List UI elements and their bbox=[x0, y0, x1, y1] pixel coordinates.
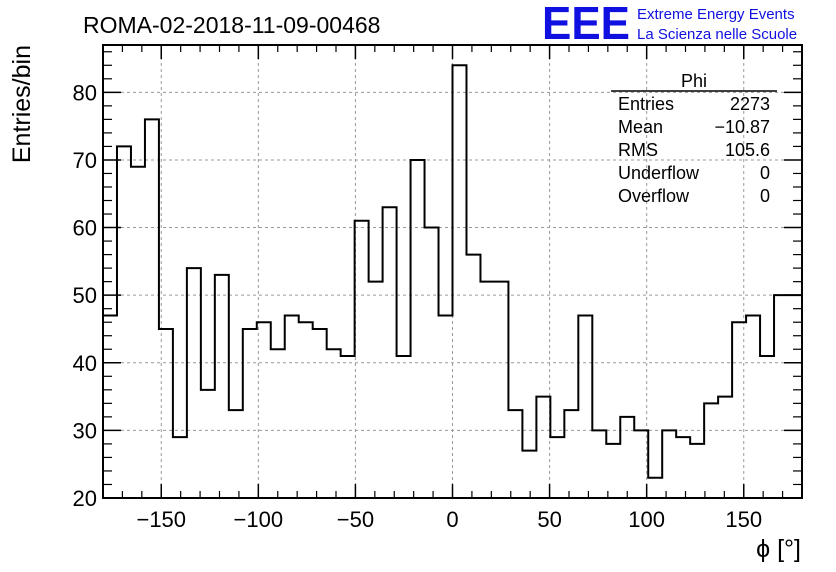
histogram-bin bbox=[131, 167, 145, 498]
x-tick-label: 50 bbox=[537, 507, 561, 532]
histogram-bin bbox=[229, 410, 243, 498]
eee-logo-line1: Extreme Energy Events bbox=[637, 6, 795, 23]
histogram-bin bbox=[313, 329, 327, 498]
histogram-bin bbox=[411, 160, 425, 498]
x-tick-label: 150 bbox=[725, 507, 762, 532]
histogram-bin bbox=[494, 282, 508, 498]
stats-label-underflow: Underflow bbox=[618, 163, 700, 183]
stats-value-entries: 2273 bbox=[730, 94, 770, 114]
histogram-bin bbox=[466, 255, 480, 498]
histogram-bin bbox=[676, 437, 690, 498]
histogram-bin bbox=[718, 397, 732, 498]
histogram-bin bbox=[480, 282, 494, 498]
y-axis-label: Entries/bin bbox=[8, 45, 36, 163]
y-tick-label: 80 bbox=[73, 80, 97, 105]
eee-logo-mark: EEE bbox=[542, 0, 630, 49]
histogram-bin bbox=[620, 417, 634, 498]
histogram-bin bbox=[187, 268, 201, 498]
histogram-bin bbox=[648, 478, 662, 498]
axis-ticks bbox=[102, 45, 803, 499]
y-tick-label: 40 bbox=[73, 351, 97, 376]
histogram-bin bbox=[439, 315, 453, 498]
histogram-outline bbox=[103, 64, 802, 479]
stats-value-underflow: 0 bbox=[760, 163, 770, 183]
histogram-bin bbox=[285, 315, 299, 498]
eee-logo-line2: La Scienza nelle Scuole bbox=[637, 26, 797, 43]
histogram-bin bbox=[173, 437, 187, 498]
x-tick-label: 100 bbox=[628, 507, 665, 532]
stats-label-rms: RMS bbox=[618, 140, 658, 160]
histogram-bin bbox=[634, 430, 648, 498]
x-tick-label: −100 bbox=[234, 507, 284, 532]
stats-value-overflow: 0 bbox=[760, 186, 770, 206]
histogram-bin bbox=[564, 410, 578, 498]
histogram-bin bbox=[243, 329, 257, 498]
histogram-bin bbox=[355, 221, 369, 498]
stats-value-mean: −10.87 bbox=[714, 117, 770, 137]
histogram-bin bbox=[103, 315, 117, 498]
x-tick-label: 0 bbox=[446, 507, 458, 532]
stats-value-rms: 105.6 bbox=[725, 140, 770, 160]
histogram-bin bbox=[145, 119, 159, 498]
histogram-bin bbox=[508, 410, 522, 498]
stats-label-mean: Mean bbox=[618, 117, 663, 137]
run-title: ROMA-02-2018-11-09-00468 bbox=[83, 12, 380, 38]
histogram-bin bbox=[159, 329, 173, 498]
histogram-bin bbox=[257, 322, 271, 498]
stats-title: Phi bbox=[681, 71, 707, 91]
histogram-bin bbox=[662, 430, 676, 498]
histogram-bin bbox=[522, 451, 536, 498]
histogram-bin bbox=[215, 275, 229, 498]
stats-label-overflow: Overflow bbox=[618, 186, 690, 206]
histogram-bin bbox=[327, 349, 341, 498]
stats-box: Phi Entries 2273 Mean −10.87 RMS 105.6 U… bbox=[611, 71, 777, 206]
y-tick-label: 50 bbox=[73, 283, 97, 308]
histogram-bin bbox=[732, 322, 746, 498]
y-tick-label: 70 bbox=[73, 148, 97, 173]
x-axis-label: ϕ [°] bbox=[756, 535, 801, 563]
histogram-bin bbox=[299, 322, 313, 498]
histogram-bin bbox=[369, 282, 383, 498]
histogram-bin bbox=[690, 444, 704, 498]
y-tick-label: 60 bbox=[73, 216, 97, 241]
histogram-bin bbox=[760, 356, 774, 498]
histogram-bin bbox=[383, 207, 397, 498]
histogram-bin bbox=[536, 397, 550, 498]
histogram-bin bbox=[788, 295, 802, 498]
y-tick-label: 20 bbox=[73, 486, 97, 511]
stats-label-entries: Entries bbox=[618, 94, 674, 114]
histogram-bin bbox=[606, 444, 620, 498]
histogram-bin bbox=[117, 146, 131, 498]
histogram-bin bbox=[578, 315, 592, 498]
histogram-bin bbox=[592, 430, 606, 498]
histogram-bin bbox=[397, 356, 411, 498]
axis-tick-labels: −150 −100 −50 0 50 100 150 20 30 40 50 60 70 80 bbox=[73, 80, 763, 532]
eee-logo: EEE Extreme Energy Events La Scienza nel… bbox=[542, 0, 797, 49]
histogram-bin bbox=[453, 65, 467, 498]
x-tick-label: −50 bbox=[337, 507, 374, 532]
histogram-bin bbox=[774, 295, 788, 498]
plot-frame bbox=[102, 44, 803, 499]
histogram-bin bbox=[746, 315, 760, 498]
histogram-bin bbox=[201, 390, 215, 498]
histogram-bin bbox=[425, 228, 439, 498]
histogram-bin bbox=[271, 349, 285, 498]
histogram-bin bbox=[341, 356, 355, 498]
histogram-bin bbox=[550, 437, 564, 498]
y-tick-label: 30 bbox=[73, 418, 97, 443]
histogram-bin bbox=[704, 403, 718, 498]
x-tick-label: −150 bbox=[136, 507, 186, 532]
